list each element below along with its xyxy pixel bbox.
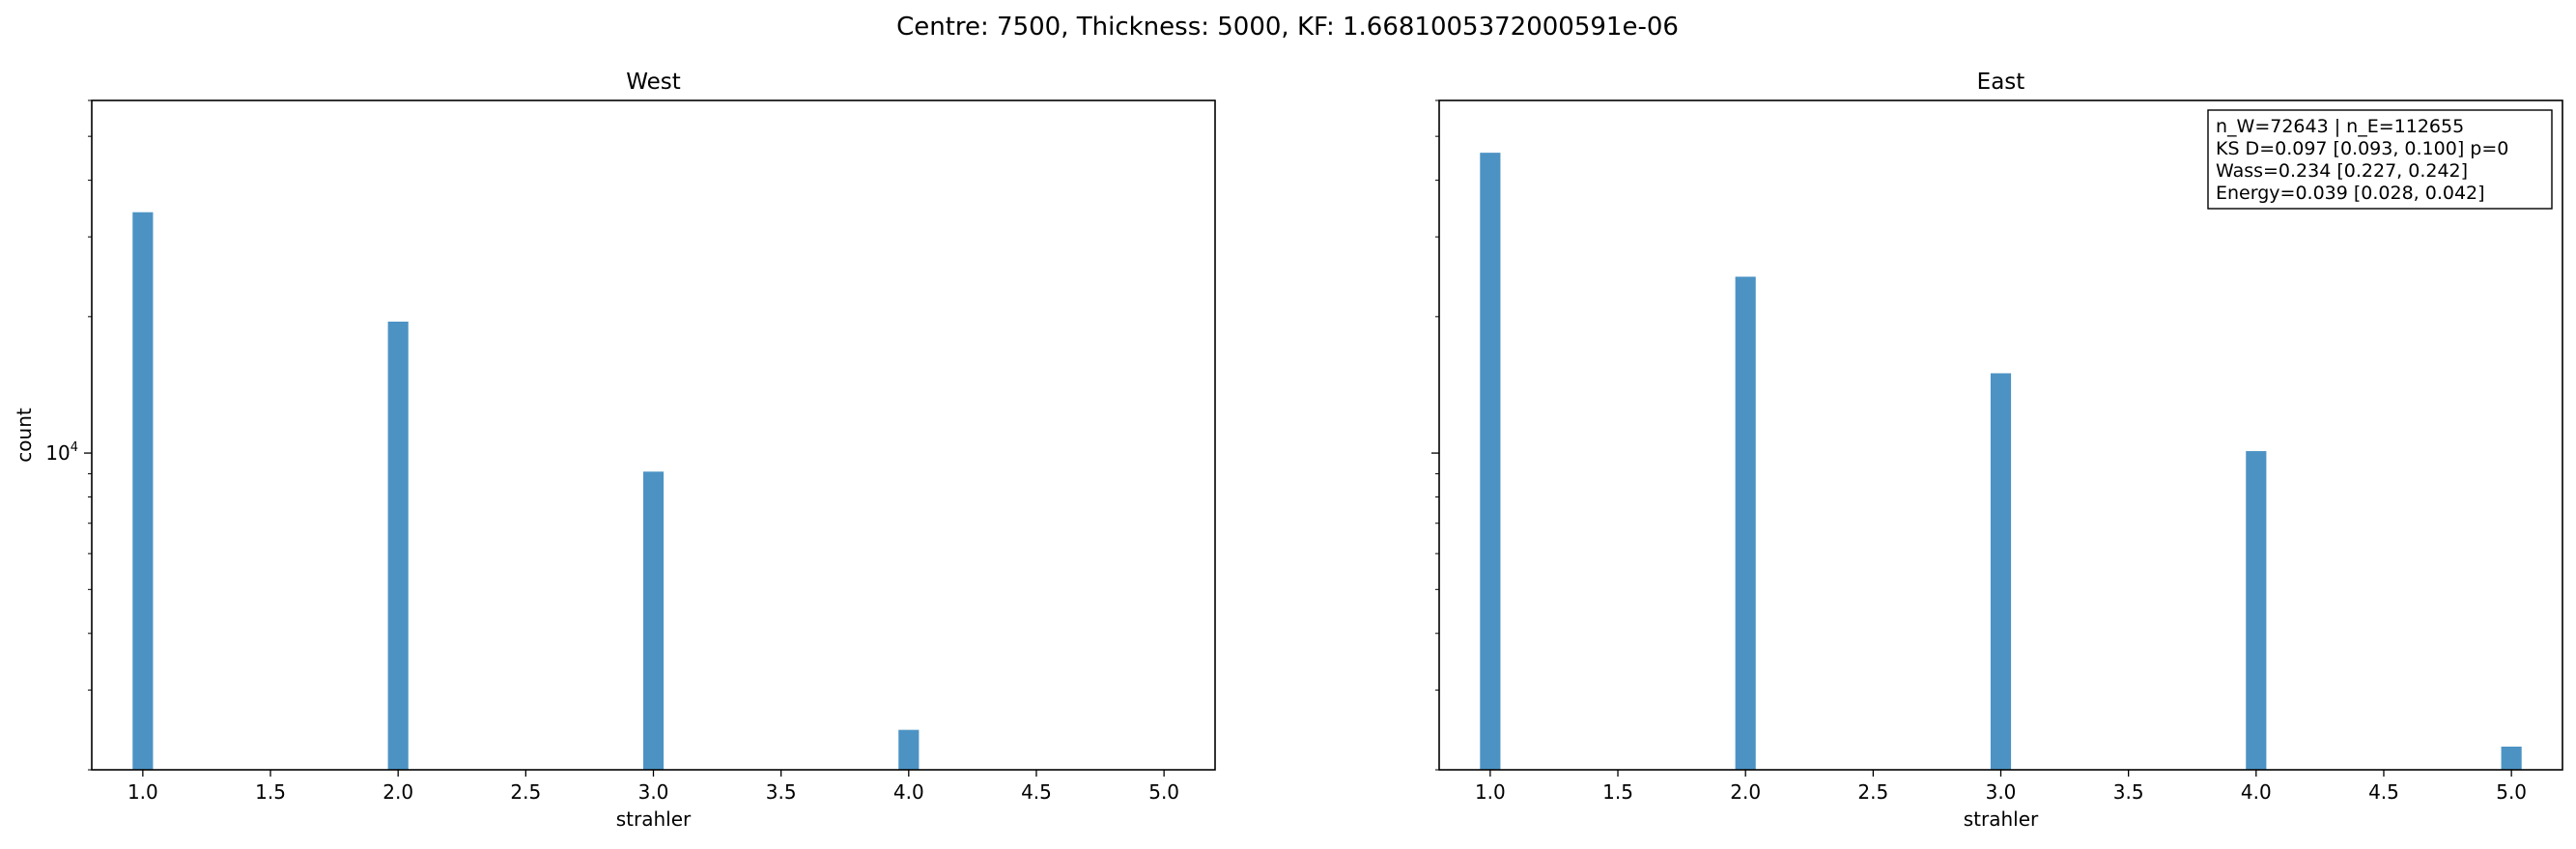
- x-tick-label: 2.0: [382, 780, 413, 804]
- x-tick-label: 3.5: [766, 780, 797, 804]
- x-tick-label: 3.0: [638, 780, 669, 804]
- x-tick-label: 5.0: [1148, 780, 1179, 804]
- bar: [1480, 153, 1501, 770]
- y-tick-label: 104: [45, 440, 78, 465]
- x-tick-label: 1.5: [255, 780, 286, 804]
- x-tick-label: 4.0: [2241, 780, 2272, 804]
- x-axis-label: strahler: [1964, 807, 2039, 831]
- panel-title: West: [626, 70, 681, 95]
- bar: [898, 729, 920, 770]
- bar: [132, 212, 154, 770]
- x-axis-label: strahler: [616, 807, 692, 831]
- bar: [1990, 373, 2012, 770]
- bar: [1735, 276, 1756, 770]
- x-tick-label: 3.0: [1986, 780, 2017, 804]
- figure-suptitle: Centre: 7500, Thickness: 5000, KF: 1.668…: [896, 13, 1679, 42]
- x-tick-label: 1.5: [1602, 780, 1633, 804]
- x-tick-label: 5.0: [2496, 780, 2527, 804]
- stats-box: [2207, 109, 2553, 210]
- east-panel: East 1.0 1.5 2.0 2.5 3.0 3.5 4.0 4.5 5.0 strahler n…: [1431, 70, 2563, 831]
- stats-line: KS D=0.097 [0.093, 0.100] p=0: [2216, 138, 2508, 159]
- west-panel: West 1.0 1.5 2.0 2.5 3.0 3.5 4.0 4.5 5.0 104 strahl…: [13, 70, 1216, 831]
- x-tick-label: 4.5: [1021, 780, 1052, 804]
- x-tick-label: 2.0: [1730, 780, 1761, 804]
- y-axis-label: count: [13, 408, 36, 463]
- stats-line: Wass=0.234 [0.227, 0.242]: [2216, 160, 2468, 182]
- x-tick-label: 1.0: [1475, 780, 1506, 804]
- x-tick-label: 2.5: [510, 780, 541, 804]
- x-tick-label: 3.5: [2113, 780, 2144, 804]
- bar: [2501, 747, 2522, 770]
- x-tick-label: 1.0: [127, 780, 158, 804]
- bar: [642, 471, 665, 770]
- bar: [2246, 451, 2267, 770]
- stats-line: n_W=72643 | n_E=112655: [2216, 116, 2464, 137]
- stats-line: Energy=0.039 [0.028, 0.042]: [2216, 183, 2485, 204]
- panel-title: East: [1977, 70, 2025, 95]
- x-tick-label: 4.5: [2368, 780, 2399, 804]
- x-tick-label: 2.5: [1857, 780, 1888, 804]
- bar: [387, 322, 409, 770]
- x-tick-label: 4.0: [893, 780, 924, 804]
